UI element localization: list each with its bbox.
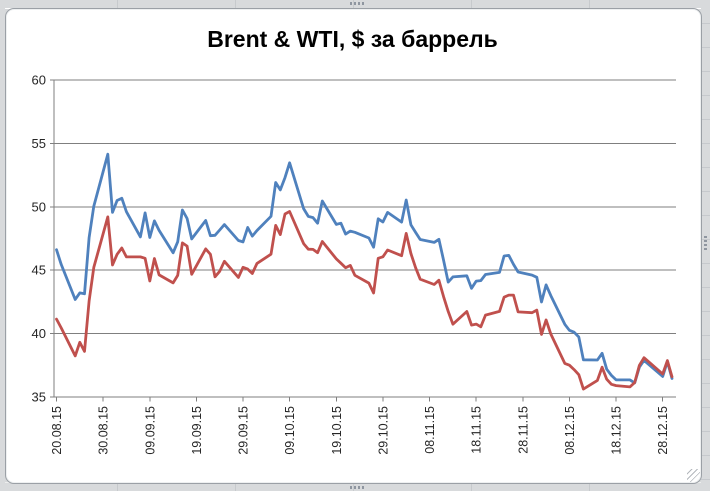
y-tick-label: 35 (32, 390, 46, 405)
y-tick-label: 45 (32, 263, 46, 278)
x-tick-label: 20.08.15 (50, 406, 64, 455)
x-tick-label: 19.10.15 (330, 406, 344, 455)
selection-handle-top[interactable] (350, 2, 365, 5)
y-tick-label: 60 (32, 73, 46, 88)
x-tick-label: 28.11.15 (516, 406, 530, 454)
x-tick-label: 09.10.15 (283, 406, 297, 455)
x-tick-label: 08.12.15 (563, 406, 577, 455)
selection-handle-bottom[interactable] (350, 486, 365, 489)
x-tick-label: 09.09.15 (143, 406, 157, 455)
y-tick-label: 55 (32, 136, 46, 151)
x-tick-label: 19.09.15 (190, 406, 204, 455)
selection-handle-right[interactable] (704, 236, 707, 251)
brent-line (55, 152, 674, 385)
y-tick-label: 40 (32, 326, 46, 341)
x-tick-label: 29.10.15 (376, 406, 390, 455)
x-tick-label: 28.12.15 (656, 406, 670, 455)
spreadsheet-left-cells (0, 0, 5, 491)
x-tick-label: 18.11.15 (470, 406, 484, 454)
x-tick-label: 30.08.15 (97, 406, 111, 455)
x-tick-label: 18.12.15 (610, 406, 624, 455)
x-tick-label: 08.11.15 (423, 406, 437, 454)
y-tick-label: 50 (32, 199, 46, 214)
wti-line (55, 210, 674, 391)
chart-title: Brent & WTI, $ за баррель (207, 26, 498, 52)
x-tick-label: 29.09.15 (237, 406, 251, 455)
chart-object[interactable] (5, 8, 702, 484)
resize-grip-icon[interactable] (687, 469, 700, 482)
